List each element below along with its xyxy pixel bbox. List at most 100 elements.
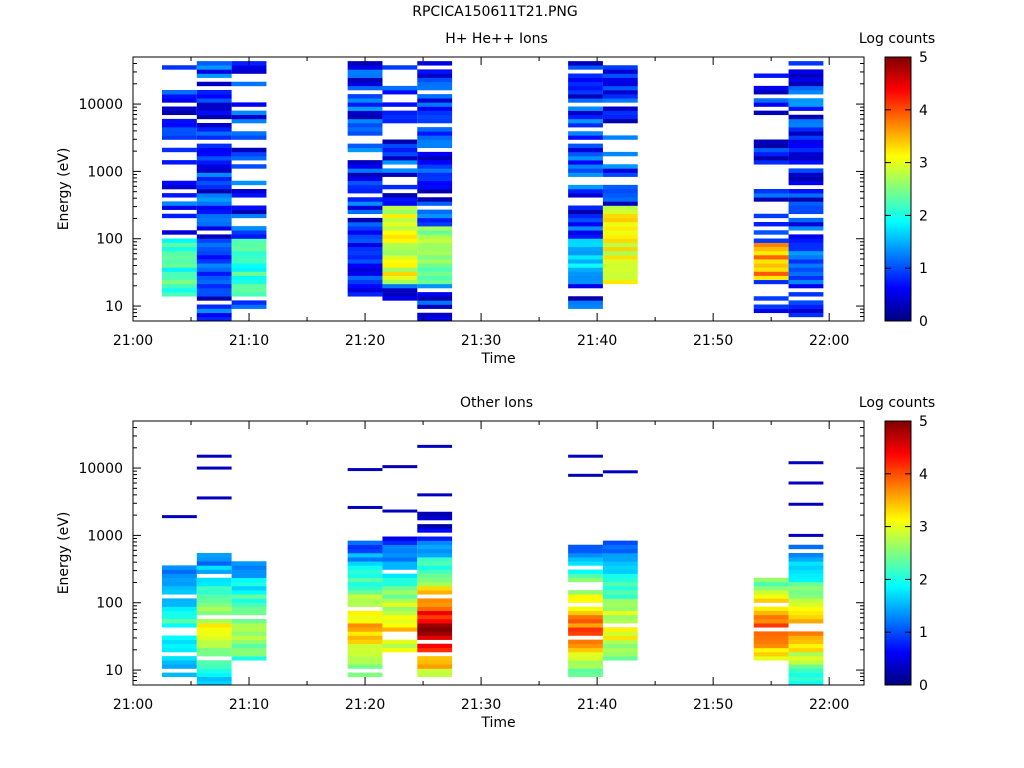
heatmap-cell: [788, 680, 824, 686]
heatmap-cell: [753, 242, 789, 248]
heatmap-cell: [753, 652, 789, 657]
heatmap-cell: [347, 652, 383, 657]
heatmap-cell: [788, 209, 824, 215]
y-tick-label: 10000: [78, 97, 123, 113]
heatmap-cell: [231, 279, 267, 285]
heatmap-cell: [231, 610, 267, 616]
heatmap-cell: [568, 135, 603, 140]
heatmap-cell: [788, 246, 824, 252]
heatmap-cell: [417, 246, 453, 252]
heatmap-cell: [382, 544, 418, 550]
heatmap-cell: [753, 139, 789, 144]
heatmap-cell: [162, 246, 197, 252]
heatmap-cell: [788, 586, 824, 591]
heatmap-cell: [231, 238, 267, 243]
heatmap-cell: [162, 127, 197, 132]
heatmap-cell: [162, 180, 197, 186]
heatmap-cell: [602, 647, 638, 653]
y-axis-label: Energy (eV): [56, 512, 72, 595]
heatmap-cell: [417, 581, 453, 587]
heatmap-cell: [382, 114, 418, 120]
heatmap-cell: [788, 569, 824, 574]
heatmap-cell: [382, 540, 418, 546]
heatmap-cell: [602, 581, 638, 587]
heatmap-cell: [162, 255, 197, 260]
heatmap-cell: [602, 263, 638, 268]
heatmap-cell: [602, 652, 638, 657]
x-tick-label: 22:00: [809, 697, 849, 713]
heatmap-cell: [602, 135, 638, 140]
heatmap-cell: [417, 127, 453, 132]
x-axis-label: Time: [480, 715, 515, 731]
heatmap-cell: [788, 151, 824, 157]
colorbar-tick-label: 3: [919, 156, 928, 172]
heatmap-cell: [602, 267, 638, 272]
colorbar-tick-label: 2: [919, 208, 928, 224]
heatmap-cell: [602, 590, 638, 595]
heatmap-cell: [568, 656, 603, 661]
heatmap-cell: [162, 98, 197, 103]
heatmap-cell: [196, 454, 232, 458]
heatmap-cell: [231, 135, 267, 140]
heatmap-cell: [788, 189, 824, 194]
heatmap-cell: [231, 652, 267, 657]
heatmap-cell: [602, 193, 638, 198]
heatmap-cell: [788, 259, 824, 264]
heatmap-cell: [602, 246, 638, 252]
heatmap-cell: [753, 90, 789, 95]
heatmap-cell: [196, 619, 232, 624]
heatmap-cell: [162, 242, 197, 248]
heatmap-cell: [417, 94, 453, 99]
heatmap-cell: [382, 557, 418, 562]
heatmap-cell: [231, 114, 267, 120]
colorbar-tick-label: 0: [919, 678, 928, 694]
heatmap-cell: [753, 255, 789, 260]
heatmap-cell: [196, 151, 232, 157]
heatmap-cell: [231, 292, 267, 297]
heatmap-cell: [753, 143, 789, 149]
heatmap-cell: [196, 606, 232, 612]
heatmap-cell: [417, 312, 453, 318]
heatmap-cell: [382, 217, 418, 223]
heatmap-cell: [347, 164, 383, 169]
heatmap-cell: [231, 656, 267, 661]
heatmap-cell: [231, 267, 267, 272]
heatmap-cell: [753, 160, 789, 165]
heatmap-cell: [753, 275, 789, 281]
x-axis-label: Time: [480, 351, 515, 367]
heatmap-cell: [788, 135, 824, 140]
heatmap-cell: [162, 569, 197, 574]
heatmap-cell: [162, 259, 197, 264]
heatmap-cell: [231, 147, 267, 153]
heatmap-cell: [382, 102, 418, 107]
heatmap-cell: [602, 73, 638, 78]
heatmap-cell: [162, 515, 197, 519]
heatmap-cell: [417, 102, 453, 107]
heatmap-cell: [162, 275, 197, 281]
heatmap-cell: [753, 222, 789, 227]
x-tick-label: 22:00: [809, 333, 849, 349]
heatmap-cell: [602, 544, 638, 550]
heatmap-cell: [347, 246, 383, 252]
heatmap-cell: [196, 250, 232, 256]
heatmap-cell: [788, 577, 824, 583]
heatmap-cell: [417, 635, 453, 640]
heatmap-cell: [417, 292, 453, 297]
heatmap-cell: [568, 230, 603, 235]
heatmap-cell: [382, 90, 418, 95]
heatmap-cell: [382, 242, 418, 248]
heatmap-cell: [196, 135, 232, 140]
y-tick-label: 100: [96, 232, 123, 248]
heatmap-cell: [788, 263, 824, 268]
heatmap-cell: [347, 656, 383, 661]
heatmap-cell: [231, 164, 267, 169]
heatmap-cell: [162, 573, 197, 579]
heatmap-cell: [347, 69, 383, 74]
heatmap-cell: [231, 606, 267, 612]
heatmap-cell: [231, 250, 267, 256]
heatmap-cell: [231, 590, 267, 595]
heatmap-cell: [196, 569, 232, 574]
heatmap-cell: [417, 189, 453, 194]
heatmap-cell: [382, 172, 418, 177]
heatmap-cell: [347, 205, 383, 210]
